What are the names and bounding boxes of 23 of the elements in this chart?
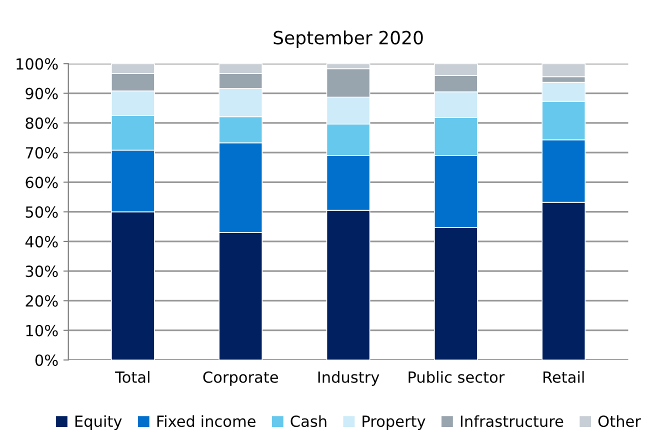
x-tick-label: Total: [115, 371, 150, 383]
y-tick-label: 0%: [35, 354, 58, 366]
y-tick-label: 50%: [26, 206, 58, 218]
x-tick-label: Industry: [318, 371, 380, 386]
legend-label: Equity: [75, 415, 122, 430]
y-tick-label: 90%: [26, 88, 58, 100]
legend-label: Cash: [290, 415, 326, 428]
y-tick-label: 100%: [16, 58, 58, 70]
y-tick-label: 20%: [26, 295, 58, 307]
y-tick-label: 40%: [25, 236, 58, 248]
x-tick-label: Public sector: [408, 371, 505, 383]
chart-title: September 2020: [274, 30, 423, 48]
y-tick-label: 30%: [26, 266, 58, 278]
x-tick-label: Retail: [544, 371, 584, 383]
y-tick-label: 70%: [26, 147, 58, 159]
y-tick-label: 10%: [26, 324, 58, 336]
legend-label: Other: [598, 415, 641, 428]
legend-label: Infrastructure: [460, 415, 564, 428]
legend-label: Fixed income: [157, 415, 256, 428]
y-tick-label: 60%: [26, 176, 58, 188]
x-tick-label: Corporate: [203, 371, 278, 386]
legend-label: Property: [362, 416, 426, 430]
y-tick-label: 80%: [26, 117, 58, 129]
